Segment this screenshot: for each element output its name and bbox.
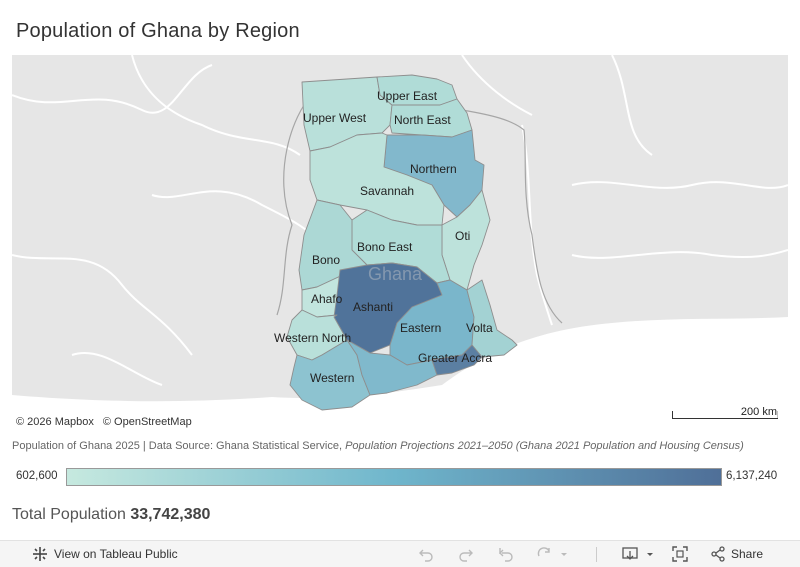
redo-button[interactable]	[458, 546, 474, 562]
legend-max-label: 6,137,240	[726, 470, 778, 482]
view-on-tableau-public-button[interactable]: View on Tableau Public	[32, 546, 178, 562]
refresh-icon	[537, 547, 550, 557]
chevron-down-icon	[647, 553, 653, 556]
ocean-area	[12, 317, 788, 430]
page-title: Population of Ghana by Region	[16, 20, 300, 42]
color-legend-bar	[66, 468, 722, 486]
basemap-national-borders	[276, 94, 563, 324]
label-upper-west: Upper West	[303, 111, 367, 125]
map-view[interactable]: Ghana Upper East Upper West North East N…	[12, 55, 788, 430]
country-watermark-label: Ghana	[368, 264, 423, 284]
label-bono: Bono	[312, 253, 340, 267]
view-on-tableau-public-label: View on Tableau Public	[54, 547, 178, 561]
download-icon	[622, 547, 638, 560]
tableau-logo-icon	[32, 546, 48, 562]
map-canvas[interactable]: Ghana Upper East Upper West North East N…	[12, 55, 788, 430]
region-greater-accra[interactable]	[431, 344, 483, 376]
label-ahafo: Ahafo	[311, 292, 343, 306]
data-source-caption: Population of Ghana 2025 | Data Source: …	[12, 440, 744, 452]
undo-button[interactable]	[418, 546, 434, 562]
mapbox-attribution-link[interactable]: © 2026 Mapbox	[16, 416, 94, 428]
region-central[interactable]	[346, 339, 438, 396]
source-text: Population of Ghana 2025 | Data Source: …	[12, 440, 346, 452]
label-upper-east: Upper East	[377, 89, 438, 103]
label-western: Western	[310, 371, 354, 385]
label-savannah: Savannah	[360, 184, 414, 198]
toolbar-divider	[596, 547, 597, 562]
label-oti: Oti	[455, 229, 470, 243]
label-eastern: Eastern	[400, 321, 441, 335]
total-population-value: 33,742,380	[130, 506, 211, 523]
source-publication: Population Projections 2021–2050 (Ghana …	[345, 440, 744, 452]
redo-icon	[459, 549, 473, 562]
region-labels: Upper East Upper West North East Norther…	[274, 89, 493, 385]
share-label: Share	[731, 547, 764, 561]
total-population-label: Total Population	[12, 506, 126, 523]
label-bono-east: Bono East	[357, 240, 413, 254]
legend-min-label: 602,600	[16, 470, 58, 482]
label-northern: Northern	[410, 162, 457, 176]
basemap-borders	[12, 55, 788, 386]
share-icon	[711, 546, 725, 562]
osm-attribution-link[interactable]: © OpenStreetMap	[102, 416, 192, 428]
revert-button[interactable]	[498, 546, 514, 562]
label-greater-accra: Greater Accra	[418, 351, 492, 365]
region-shapes	[286, 74, 518, 411]
region-volta[interactable]	[466, 279, 518, 358]
label-volta: Volta	[466, 321, 493, 335]
download-button[interactable]	[622, 546, 655, 562]
label-western-north: Western North	[274, 331, 351, 345]
refresh-button[interactable]	[536, 546, 569, 562]
undo-icon	[419, 549, 433, 562]
map-attribution: © 2026 Mapbox © OpenStreetMap	[16, 416, 198, 428]
revert-icon	[499, 548, 513, 562]
chevron-down-icon	[561, 553, 567, 556]
fullscreen-button[interactable]	[672, 546, 688, 562]
scale-bar-label: 200 km	[739, 406, 778, 418]
total-population: Total Population 33,742,380	[12, 506, 210, 524]
fullscreen-icon	[672, 546, 688, 562]
label-north-east: North East	[394, 113, 451, 127]
label-ashanti: Ashanti	[353, 300, 393, 314]
share-button[interactable]: Share	[710, 546, 763, 562]
tableau-toolbar: View on Tableau Public	[0, 540, 800, 567]
